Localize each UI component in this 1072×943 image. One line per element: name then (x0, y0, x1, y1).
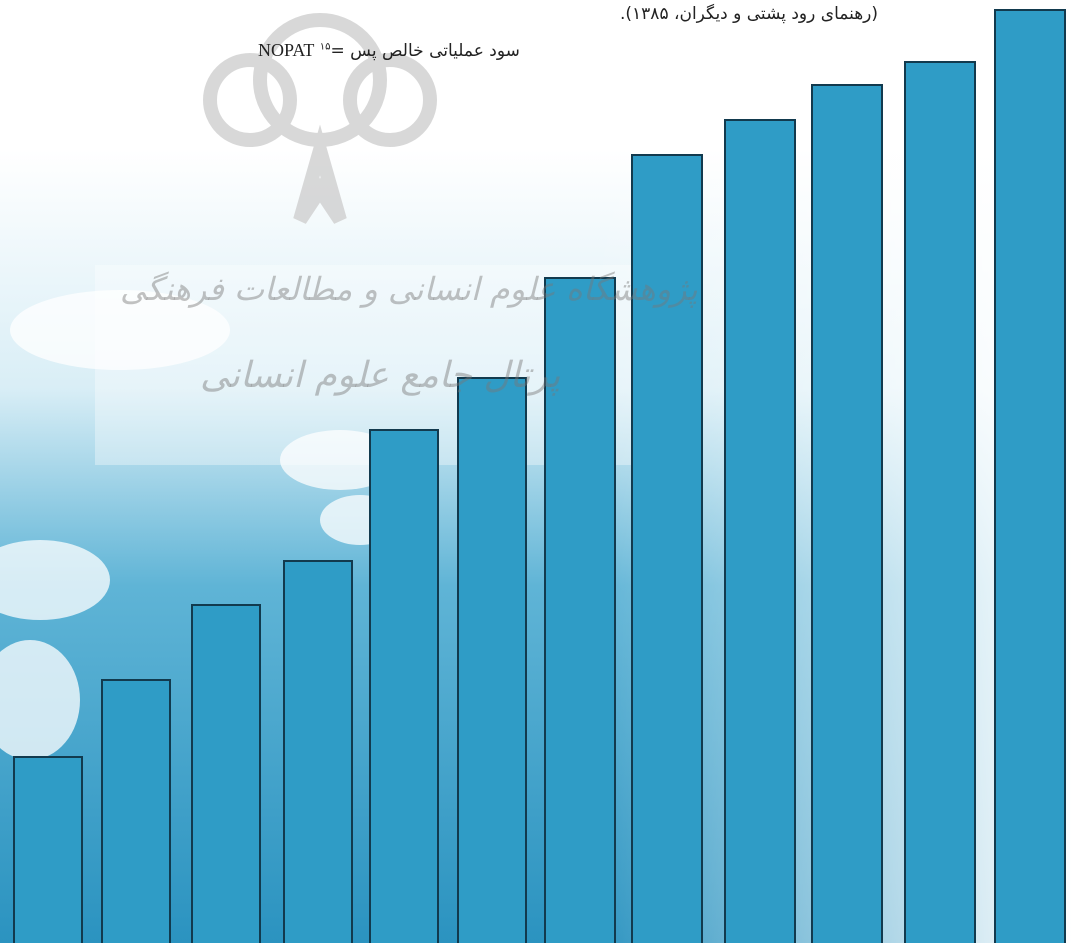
bar (369, 429, 439, 943)
logo-watermark (203, 13, 437, 224)
bar (13, 756, 83, 943)
sky-fade (0, 150, 1072, 943)
decorative-bars (13, 9, 1066, 943)
bar (904, 61, 976, 943)
bar (191, 604, 261, 943)
bar (811, 84, 883, 943)
footnote-mark: ۱۵ (319, 41, 331, 53)
watermark-text: پژوهشگاه علوم انسانی و مطالعات فرهنگی (120, 270, 698, 308)
bar (544, 277, 616, 943)
bar (457, 377, 527, 943)
bar (101, 679, 171, 943)
watermark-text: پرتال جامع علوم انسانی (200, 355, 561, 396)
bar (283, 560, 353, 943)
nopat-definition: NOPAT ۱۵= سود عملیاتی خالص پس (258, 40, 520, 61)
definition: = سود عملیاتی خالص پس (330, 41, 520, 61)
term: NOPAT (258, 40, 315, 60)
bar (994, 9, 1066, 943)
bar (724, 119, 796, 943)
citation: (رهنمای رود پشتی و دیگران، ۱۳۸۵). (620, 4, 879, 24)
bar (631, 154, 703, 943)
